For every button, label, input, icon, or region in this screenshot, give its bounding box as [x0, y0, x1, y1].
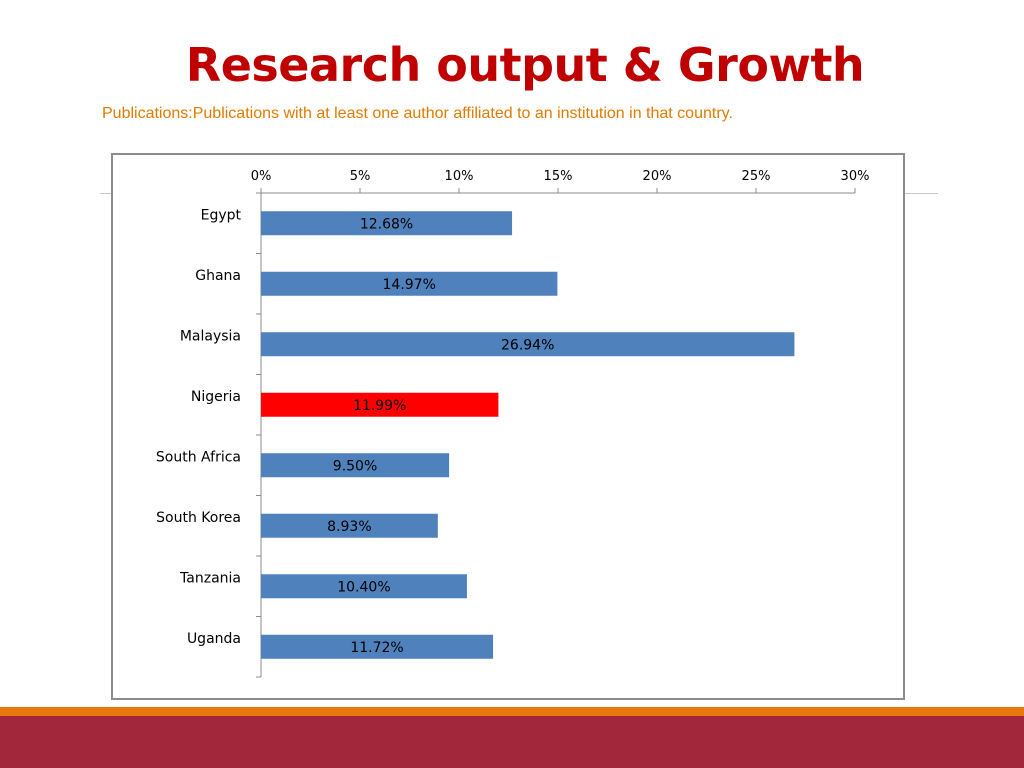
x-tick-label: 25%	[742, 169, 771, 184]
x-tick-label: 5%	[350, 169, 371, 184]
category-label: South Korea	[156, 510, 241, 526]
x-tick-label: 0%	[251, 169, 272, 184]
bar-south-africa	[261, 453, 450, 478]
footer-orange-stripe	[0, 707, 1024, 716]
x-tick-label: 20%	[643, 169, 672, 184]
slide-subtitle: Publications:Publications with at least …	[102, 105, 733, 122]
divider-right	[904, 193, 938, 194]
x-tick-label: 15%	[544, 169, 573, 184]
x-tick-label: 30%	[841, 169, 870, 184]
bar-uganda	[261, 634, 494, 659]
divider-left	[100, 193, 112, 194]
data-label: 12.68%	[360, 216, 413, 232]
category-label: Malaysia	[180, 328, 241, 344]
data-label: 9.50%	[333, 458, 377, 474]
category-label: Nigeria	[191, 389, 241, 405]
bar-nigeria	[261, 392, 499, 417]
bar-ghana	[261, 271, 558, 296]
bar-malaysia	[261, 332, 795, 357]
bar-tanzania	[261, 574, 467, 599]
data-label: 26.94%	[501, 337, 554, 353]
category-label: Uganda	[187, 631, 241, 647]
category-label: Ghana	[195, 268, 241, 284]
category-label: Tanzania	[179, 570, 241, 586]
bar-south-korea	[261, 513, 438, 538]
data-label: 8.93%	[327, 519, 371, 535]
footer-red-band	[0, 716, 1024, 768]
data-label: 11.99%	[353, 398, 406, 414]
chart-frame: 0% 5% 10% 15% 20% 25% 30% Egypt 12.68% Ghana 14.97…	[111, 153, 905, 700]
bar-chart: 0% 5% 10% 15% 20% 25% 30% Egypt 12.68% Ghana 14.97…	[156, 169, 870, 678]
data-label: 10.40%	[337, 579, 390, 595]
data-label: 11.72%	[350, 640, 403, 656]
bar-egypt	[261, 211, 513, 236]
category-label: Egypt	[201, 207, 242, 223]
slide-title: Research output & Growth	[185, 38, 865, 92]
data-label: 14.97%	[383, 277, 436, 293]
category-label: South Africa	[156, 449, 241, 465]
x-tick-label: 10%	[445, 169, 474, 184]
